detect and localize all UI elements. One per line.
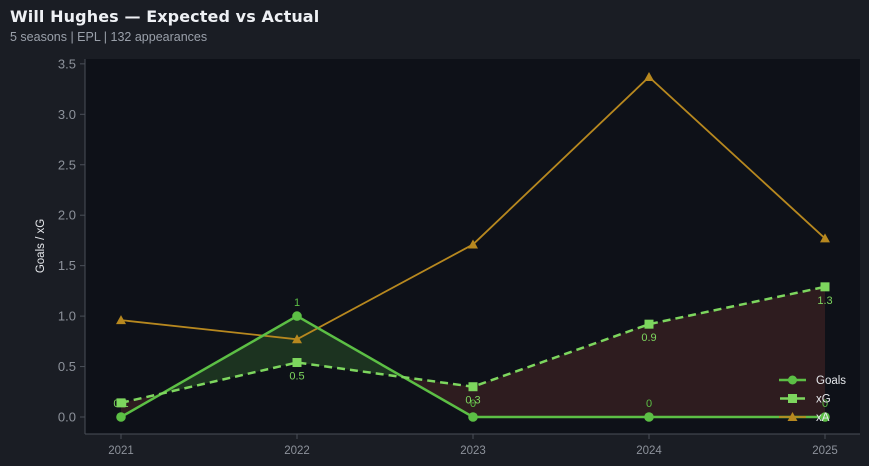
- xg-data-label: 0.3: [465, 395, 480, 407]
- performance-fill: [121, 286, 825, 417]
- legend-item-xg: xG: [780, 394, 831, 406]
- triangle-marker-icon: [820, 233, 830, 243]
- legend-item-goals: Goals: [779, 375, 846, 387]
- triangle-marker-icon: [292, 334, 302, 344]
- y-tick-label: 1.0: [58, 309, 76, 324]
- goals-data-label: 0: [470, 398, 476, 410]
- y-tick-label: 0.0: [58, 410, 76, 425]
- legend-label: Goals: [816, 375, 846, 387]
- legend-item-xa: xA: [779, 412, 830, 424]
- legend: Goals xG xA: [779, 375, 846, 424]
- chart-title: Will Hughes — Expected vs Actual: [10, 7, 320, 26]
- square-marker-icon: [820, 282, 830, 292]
- series-goals: [116, 311, 830, 422]
- xg-data-label: 0.9: [641, 332, 656, 344]
- square-marker-icon: [116, 398, 126, 408]
- y-tick-label: 1.5: [58, 258, 76, 273]
- xg-data-label: 0.5: [289, 371, 304, 383]
- y-tick-label: 0.5: [58, 359, 76, 374]
- xg-data-label: 0.1: [113, 398, 128, 410]
- circle-marker-icon: [820, 412, 830, 422]
- y-tick-label: 3.0: [58, 107, 76, 122]
- xg-data-label: 1.3: [817, 295, 832, 307]
- x-tick-label: 2024: [636, 445, 662, 457]
- x-tick-label: 2022: [284, 445, 310, 457]
- circle-marker-icon: [644, 412, 654, 422]
- circle-marker-icon: [292, 311, 302, 321]
- series-xg: [116, 282, 830, 408]
- square-marker-icon: [292, 358, 302, 368]
- triangle-marker-icon: [644, 71, 654, 81]
- square-marker-icon: [468, 382, 478, 392]
- goals-data-label: 0: [118, 412, 124, 424]
- triangle-marker-icon: [787, 412, 798, 421]
- y-tick-label: 2.5: [58, 157, 76, 172]
- goals-data-label: 0: [822, 398, 828, 410]
- x-tick-label: 2025: [812, 445, 838, 457]
- legend-label: xA: [816, 412, 830, 424]
- triangle-marker-icon: [116, 315, 126, 325]
- square-marker-icon: [644, 319, 654, 329]
- y-tick-label: 2.0: [58, 208, 76, 223]
- circle-marker-icon: [788, 375, 797, 385]
- y-tick-label: 3.5: [58, 56, 76, 71]
- circle-marker-icon: [468, 412, 478, 422]
- circle-marker-icon: [116, 412, 126, 422]
- chart-subtitle: 5 seasons | EPL | 132 appearances: [10, 30, 208, 44]
- legend-label: xG: [816, 394, 831, 406]
- y-axis-label: Goals / xG: [35, 219, 47, 273]
- x-tick-label: 2021: [108, 445, 134, 457]
- goals-data-label: 0: [646, 398, 652, 410]
- goals-data-label: 1: [294, 297, 300, 309]
- square-marker-icon: [788, 394, 797, 403]
- triangle-marker-icon: [468, 239, 478, 249]
- series-xa: [116, 71, 830, 344]
- x-tick-label: 2023: [460, 445, 486, 457]
